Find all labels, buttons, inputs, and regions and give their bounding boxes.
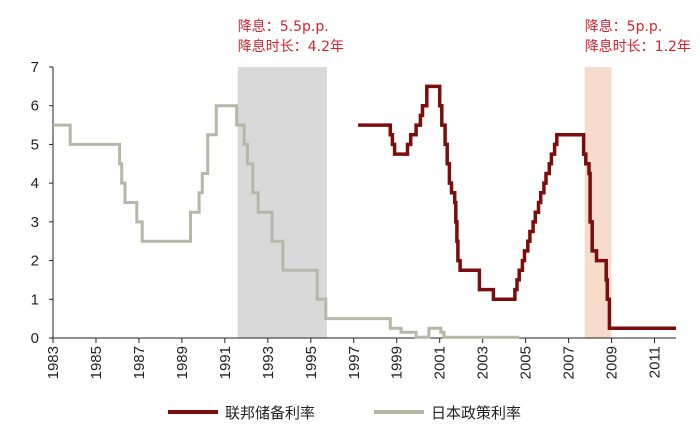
x-tick-label: 1997 [346,346,363,379]
shaded-period-1 [237,67,327,338]
x-tick-label: 2007 [561,346,578,379]
axes [52,67,676,339]
y-tick-label: 5 [31,136,39,153]
y-tick-label: 4 [31,175,39,192]
x-tick-label: 1989 [174,346,191,379]
x-tick-label: 1985 [88,346,105,379]
x-ticks: 1983 1985 1987 1989 1991 1993 1995 1997 1999 2001… [45,338,664,379]
annotation-1-line-2: 降息时长：4.2年 [238,38,344,55]
y-tick-label: 2 [31,253,39,270]
x-tick-label: 1983 [45,346,62,379]
series-line-fed-rate [358,84,676,331]
legend-label-fed-rate: 联邦储备利率 [225,404,315,422]
x-tick-label: 2011 [647,346,664,378]
x-tick-label: 1995 [303,346,320,379]
x-tick-label: 1999 [389,346,406,379]
y-ticks: 0 1 2 3 4 5 6 7 [31,59,53,347]
x-tick-label: 2005 [518,346,535,379]
x-tick-label: 1991 [217,346,234,379]
series-line-japan-rate [53,104,520,339]
y-tick-label: 0 [31,330,39,347]
y-tick-label: 6 [31,98,39,115]
annotation-1-line-1: 降息：5.5p.p. [238,18,329,35]
shaded-periods [237,67,612,338]
x-tick-label: 1993 [260,346,277,379]
series-lines [53,84,676,339]
x-tick-label: 1987 [131,346,148,379]
y-tick-label: 7 [31,59,39,76]
x-tick-label: 2003 [475,346,492,379]
x-tick-label: 2009 [604,346,621,379]
legend: 联邦储备利率 日本政策利率 [168,404,521,422]
x-tick-label: 2001 [432,346,449,379]
annotation-2-line-1: 降息：5p.p. [585,18,663,35]
y-tick-label: 3 [31,214,39,231]
legend-label-japan-rate: 日本政策利率 [431,404,521,422]
annotation-2-line-2: 降息时长：1.2年 [585,38,691,55]
y-tick-label: 1 [31,291,39,308]
annotations: 降息：5.5p.p. 降息时长：4.2年 降息：5p.p. 降息时长：1.2年 [238,18,691,55]
